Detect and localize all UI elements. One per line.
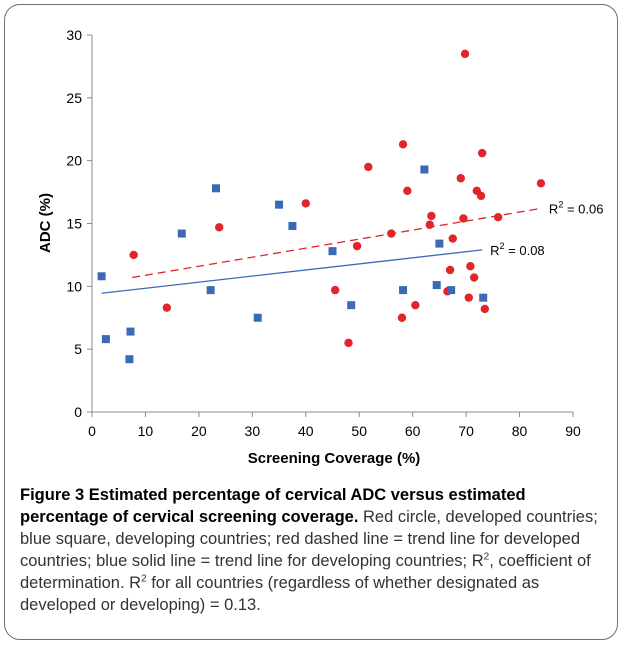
data-point-developing bbox=[97, 272, 106, 281]
data-point-developed bbox=[427, 211, 436, 221]
data-point-developed bbox=[425, 220, 434, 229]
trend-lines bbox=[101, 207, 542, 294]
x-tick-label: 30 bbox=[245, 423, 261, 439]
r-squared-label: R2 = 0.06 bbox=[549, 199, 604, 216]
caption-text-3: for all countries (regardless of whether… bbox=[20, 574, 540, 614]
data-point-developing bbox=[420, 165, 429, 174]
r-squared-label: R2 = 0.08 bbox=[490, 241, 545, 258]
data-point-developing bbox=[288, 222, 297, 231]
data-point-developed bbox=[459, 214, 468, 223]
r-squared-symbol: R bbox=[490, 243, 499, 258]
data-point-developed bbox=[456, 174, 465, 183]
x-tick-label: 0 bbox=[88, 423, 96, 439]
data-point-developed bbox=[448, 234, 457, 243]
caption-sup-1: 2 bbox=[483, 551, 490, 563]
data-point-developed bbox=[344, 338, 353, 348]
data-point-developed bbox=[466, 262, 475, 271]
data-point-developed bbox=[387, 229, 396, 238]
data-point-developing bbox=[447, 286, 456, 295]
data-point-developing bbox=[177, 229, 186, 238]
data-point-developing bbox=[126, 327, 135, 336]
y-tick-label: 5 bbox=[74, 341, 82, 357]
caption-text-1: Red circle, developed countries; blue sq… bbox=[20, 508, 598, 570]
axes: 0 5 10 15 20 25 30 0 10 20 30 40 50 60 70 80 90 bbox=[66, 27, 581, 439]
y-tick-label: 30 bbox=[66, 27, 82, 43]
data-point-developed bbox=[469, 273, 479, 282]
figure-caption: Figure 3 Estimated percentage of cervica… bbox=[20, 484, 610, 616]
data-point-developing bbox=[211, 184, 220, 193]
data-point-developing bbox=[347, 301, 356, 310]
data-point-developed bbox=[477, 148, 487, 158]
data-point-developing bbox=[253, 313, 262, 322]
x-tick-label: 60 bbox=[405, 423, 421, 439]
x-tick-label: 20 bbox=[191, 423, 207, 439]
data-point-developing bbox=[125, 355, 134, 364]
data-point-developed bbox=[330, 285, 340, 295]
data-point-developing bbox=[328, 247, 337, 256]
x-tick-label: 80 bbox=[512, 423, 528, 439]
x-tick-label: 40 bbox=[298, 423, 314, 439]
data-point-developed bbox=[397, 313, 407, 322]
y-tick-label: 0 bbox=[74, 404, 82, 420]
y-tick-label: 20 bbox=[66, 153, 82, 169]
data-point-developed bbox=[364, 162, 373, 172]
y-tick-label: 10 bbox=[66, 278, 82, 294]
y-axis-title: ADC (%) bbox=[37, 193, 54, 253]
data-point-developed bbox=[445, 265, 455, 275]
data-point-developed bbox=[493, 213, 503, 222]
data-point-developing bbox=[101, 335, 110, 344]
data-point-developed bbox=[162, 303, 172, 312]
caption-title: Figure 3 Estimated percentage of cervica… bbox=[20, 486, 526, 526]
x-axis-title: Screening Coverage (%) bbox=[248, 450, 421, 467]
data-point-developing bbox=[275, 200, 284, 209]
r-squared-symbol: R bbox=[549, 201, 558, 216]
data-point-developed bbox=[480, 304, 490, 314]
data-point-developed bbox=[352, 241, 362, 251]
data-point-developing bbox=[432, 281, 441, 290]
data-point-developing bbox=[399, 286, 408, 295]
x-tick-label: 90 bbox=[565, 423, 581, 439]
figure-frame bbox=[4, 4, 618, 640]
caption-text-2: , coefficient of determination. R bbox=[20, 552, 591, 592]
data-point-developing bbox=[206, 286, 215, 295]
r-squared-superscript: 2 bbox=[558, 199, 563, 209]
data-point-developed bbox=[301, 199, 310, 208]
r-squared-value: = 0.06 bbox=[563, 201, 603, 216]
data-point-developed bbox=[536, 179, 546, 188]
trend-line-developing bbox=[101, 249, 483, 294]
data-point-developed bbox=[398, 140, 408, 149]
r-squared-value: = 0.08 bbox=[505, 243, 545, 258]
trend-line-developed bbox=[131, 207, 542, 279]
y-tick-label: 25 bbox=[66, 90, 82, 106]
x-tick-label: 10 bbox=[138, 423, 154, 439]
data-point-developed bbox=[214, 223, 224, 232]
y-tick-label: 15 bbox=[66, 216, 82, 232]
x-tick-label: 50 bbox=[351, 423, 367, 439]
data-point-developed bbox=[460, 49, 470, 59]
data-point-developing bbox=[479, 293, 488, 302]
data-point-developed bbox=[464, 293, 473, 302]
data-point-developed bbox=[411, 300, 420, 310]
x-tick-label: 70 bbox=[458, 423, 474, 439]
data-points bbox=[97, 49, 546, 364]
r-squared-superscript: 2 bbox=[500, 241, 505, 251]
data-point-developing bbox=[435, 239, 444, 248]
data-point-developed bbox=[129, 250, 138, 260]
caption-sup-2: 2 bbox=[141, 573, 147, 585]
data-point-developed bbox=[403, 186, 412, 196]
data-point-developed bbox=[476, 191, 486, 201]
